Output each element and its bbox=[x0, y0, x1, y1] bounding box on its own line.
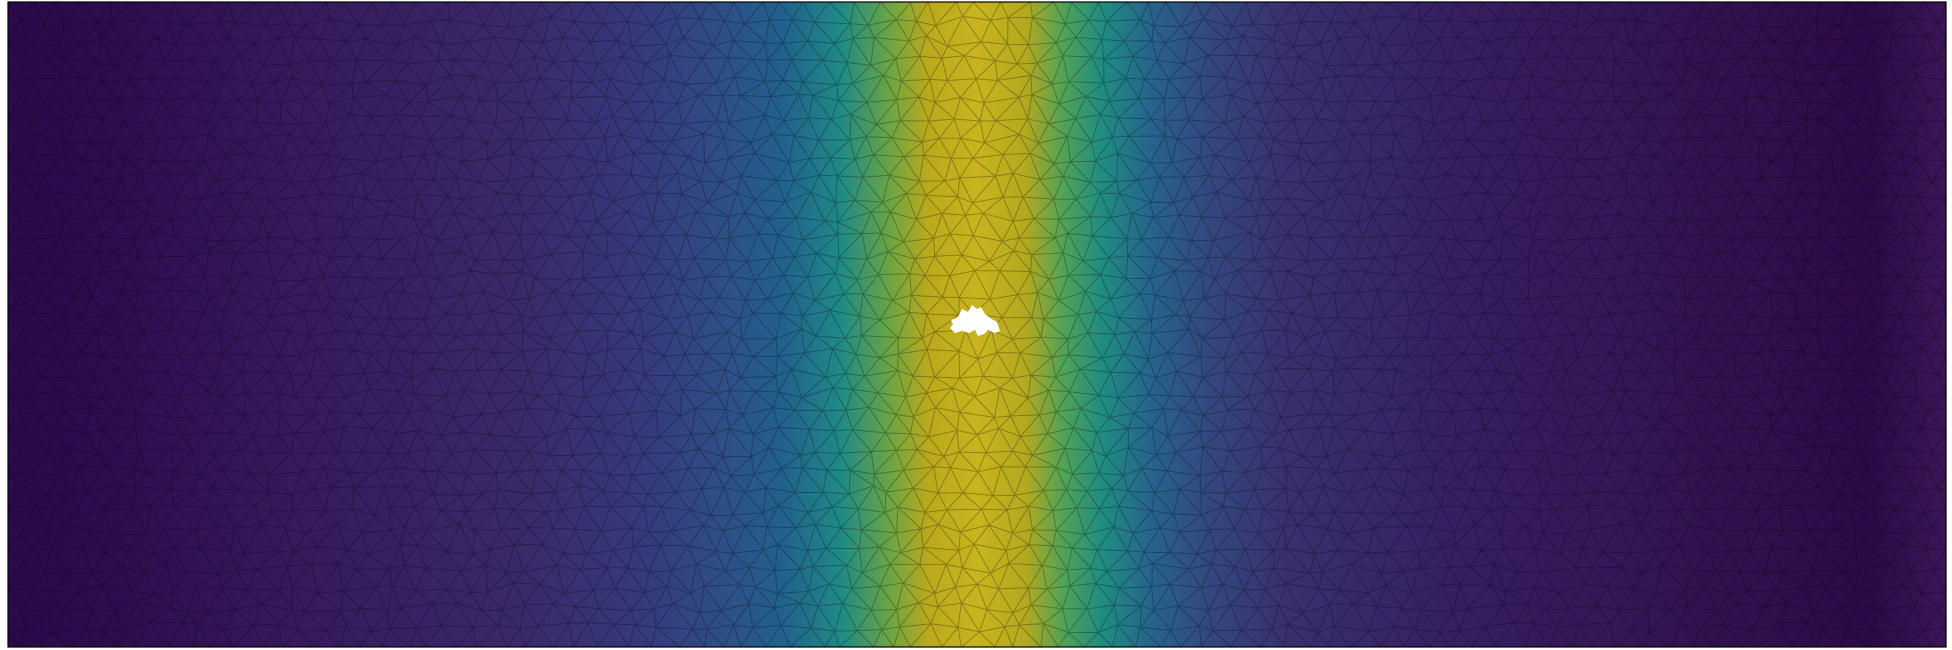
mesh-edge-lines bbox=[8, 2, 1946, 647]
crack-void bbox=[950, 305, 1000, 336]
mesh-edges bbox=[8, 2, 1946, 647]
domain-border bbox=[7, 1, 1947, 648]
